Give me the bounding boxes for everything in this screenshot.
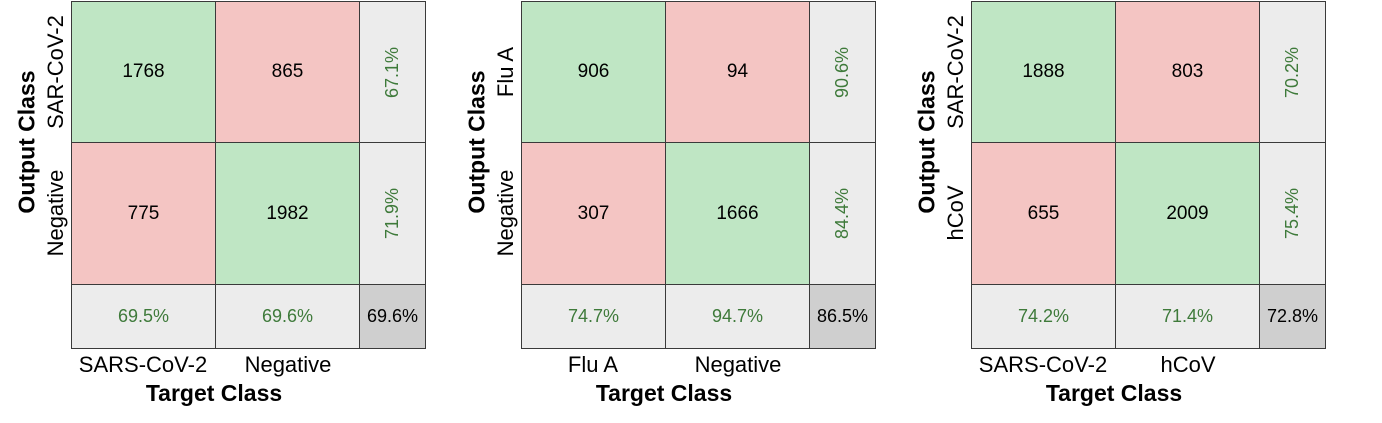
row-summary-cell-1: 70.2% [1259, 1, 1326, 143]
matrix-cell-r1c2: 865 [215, 1, 360, 143]
matrix-cell-r1c1: 1768 [71, 1, 216, 143]
y-tick-label-1: Flu A [493, 46, 518, 98]
overall-accuracy-cell: 69.6% [359, 284, 426, 349]
confusion-matrix-panel-3: 1888 803 70.2% 655 2009 75.4% 74.2% 71.4… [900, 0, 1330, 423]
x-tick-label-2: Negative [244, 352, 332, 377]
y-tick-label-2: Negative [493, 169, 518, 257]
overall-accuracy-cell: 72.8% [1259, 284, 1326, 349]
col-summary-cell-2: 94.7% [665, 284, 810, 349]
y-axis-title: Output Class [463, 70, 490, 214]
matrix-cell-r1c1: 1888 [971, 1, 1116, 143]
col-summary-cell-2: 71.4% [1115, 284, 1260, 349]
x-axis-title: Target Class [1045, 380, 1183, 406]
x-tick-label-1: SARS-CoV-2 [978, 352, 1108, 377]
row-summary-cell-2: 75.4% [1259, 142, 1326, 285]
row-summary-cell-1: 90.6% [809, 1, 876, 143]
row-summary-cell-2: 71.9% [359, 142, 426, 285]
matrix-cell-r2c1: 775 [71, 142, 216, 285]
confusion-matrix-panel-2: 906 94 90.6% 307 1666 84.4% 74.7% 94.7% … [450, 0, 880, 423]
matrix-cell-r2c2: 1666 [665, 142, 810, 285]
x-axis-title: Target Class [145, 380, 283, 406]
y-tick-label-1: SAR-CoV-2 [943, 15, 968, 129]
y-tick-label-2: hCoV [943, 185, 968, 241]
col-summary-cell-1: 74.7% [521, 284, 666, 349]
x-tick-label-1: SARS-CoV-2 [78, 352, 208, 377]
col-summary-cell-1: 69.5% [71, 284, 216, 349]
y-axis-title: Output Class [13, 70, 40, 214]
matrix-cell-r2c1: 307 [521, 142, 666, 285]
col-summary-cell-1: 74.2% [971, 284, 1116, 349]
matrix-cell-r2c2: 2009 [1115, 142, 1260, 285]
x-tick-label-2: hCoV [1160, 352, 1216, 377]
overall-accuracy-cell: 86.5% [809, 284, 876, 349]
y-tick-label-1: SAR-CoV-2 [43, 15, 68, 129]
row-summary-cell-2: 84.4% [809, 142, 876, 285]
matrix-cell-r2c2: 1982 [215, 142, 360, 285]
matrix-cell-r1c2: 94 [665, 1, 810, 143]
y-tick-label-2: Negative [43, 169, 68, 257]
confusion-matrix-panel-1: 1768 865 67.1% 775 1982 71.9% 69.5% 69.6… [0, 0, 430, 423]
x-axis-title: Target Class [595, 380, 733, 406]
matrix-cell-r1c1: 906 [521, 1, 666, 143]
x-tick-label-1: Flu A [567, 352, 619, 377]
y-axis-title: Output Class [913, 70, 940, 214]
col-summary-cell-2: 69.6% [215, 284, 360, 349]
x-tick-label-2: Negative [694, 352, 782, 377]
matrix-cell-r1c2: 803 [1115, 1, 1260, 143]
matrix-cell-r2c1: 655 [971, 142, 1116, 285]
row-summary-cell-1: 67.1% [359, 1, 426, 143]
